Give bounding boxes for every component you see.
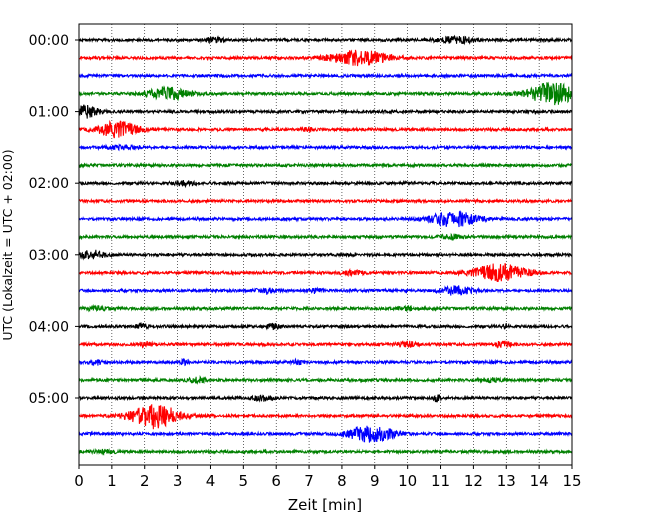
- seismogram-trace-0415: [78, 340, 573, 349]
- seismogram-trace-0130: [78, 143, 573, 152]
- seismogram-trace-0330: [78, 284, 573, 296]
- y-axis-ticks: 00:00 01:00 02:00 03:00 04:00 05:00: [29, 33, 79, 407]
- x-tick-label: 8: [337, 472, 347, 490]
- seismogram-trace-0430: [78, 357, 573, 367]
- seismogram-traces: [78, 34, 573, 456]
- x-tick-label: 7: [304, 472, 314, 490]
- x-tick-label: 11: [431, 472, 450, 490]
- seismogram-trace-0500: [78, 394, 573, 403]
- y-tick-label: 01:00: [29, 105, 69, 121]
- seismogram-trace-0200: [78, 179, 573, 189]
- seismogram-trace-0345: [78, 303, 573, 313]
- seismogram-trace-0445: [78, 375, 573, 385]
- seismogram-trace-0015: [78, 49, 573, 67]
- x-tick-label: 1: [107, 472, 117, 490]
- x-tick-label: 13: [497, 472, 516, 490]
- seismogram-trace-0045: [78, 81, 573, 106]
- seismogram-trace-0145: [78, 161, 573, 169]
- x-tick-label: 10: [398, 472, 417, 490]
- seismogram-trace-0315: [78, 263, 573, 283]
- plot-frame: [78, 23, 573, 466]
- seismogram-trace-0000: [78, 34, 573, 46]
- seismogram-trace-0215: [78, 197, 573, 205]
- x-tick-label: 6: [271, 472, 281, 490]
- x-tick-label: 9: [370, 472, 380, 490]
- seismogram-trace-0245: [78, 232, 573, 241]
- x-tick-label: 5: [239, 472, 249, 490]
- seismogram-trace-0545: [78, 448, 573, 456]
- y-tick-label: 03:00: [29, 248, 69, 264]
- y-tick-label: 05:00: [29, 391, 69, 407]
- x-axis-label: Zeit [min]: [288, 496, 362, 514]
- x-tick-label: 12: [464, 472, 483, 490]
- seismogram-trace-0300: [78, 249, 573, 261]
- seismogram-trace-0530: [78, 425, 573, 443]
- x-tick-label: 4: [206, 472, 216, 490]
- x-tick-label: 14: [530, 472, 549, 490]
- x-tick-label: 3: [173, 472, 183, 490]
- seismogram-trace-0230: [78, 210, 573, 228]
- seismogram-trace-0100: [78, 104, 573, 119]
- x-tick-label: 0: [74, 472, 84, 490]
- seismogram-trace-0515: [78, 404, 573, 430]
- seismogram-trace-0115: [78, 119, 573, 139]
- x-tick-label: 2: [140, 472, 150, 490]
- x-axis-ticks: 0 1 2 3 4 5 6 7 8 9 10 11 12 13 14 15: [74, 465, 582, 490]
- seismogram-trace-0030: [78, 72, 573, 80]
- y-tick-label: 02:00: [29, 176, 69, 192]
- y-tick-label: 04:00: [29, 319, 69, 335]
- y-axis-label: UTC (Lokalzeit = UTC + 02:00): [0, 149, 15, 340]
- seismogram-trace-0400: [78, 322, 573, 331]
- y-tick-label: 00:00: [29, 33, 69, 49]
- x-tick-label: 15: [562, 472, 581, 490]
